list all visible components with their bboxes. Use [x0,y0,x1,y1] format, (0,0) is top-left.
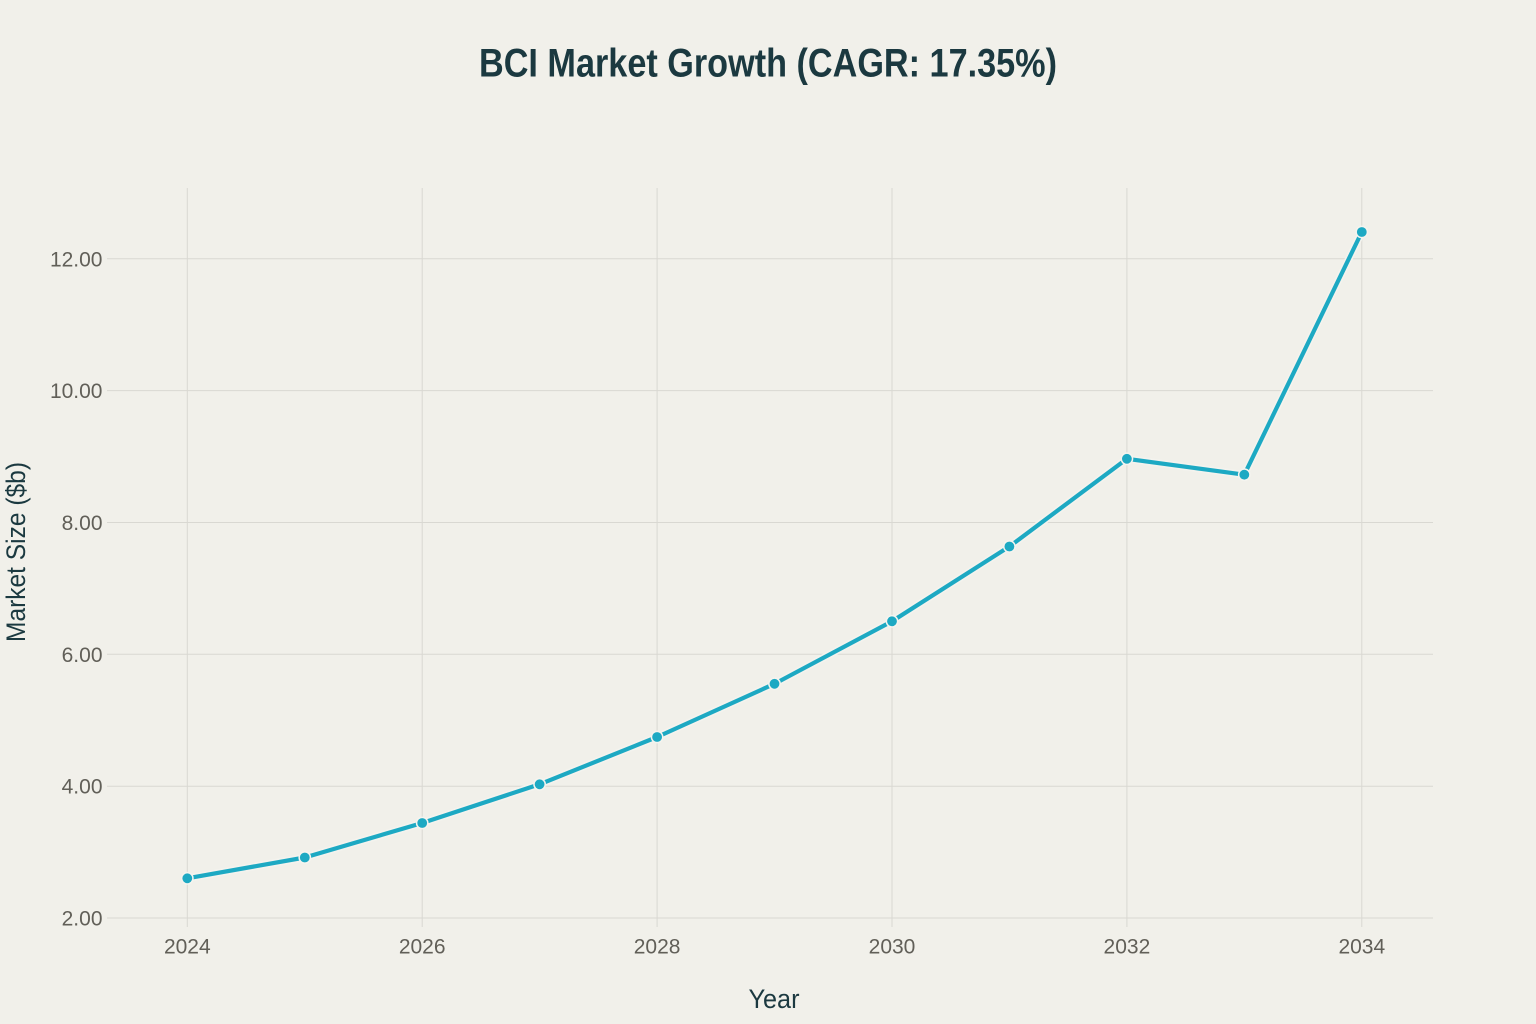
svg-text:2030: 2030 [869,936,916,959]
svg-text:2034: 2034 [1338,936,1385,959]
svg-text:8.00: 8.00 [62,512,103,535]
svg-text:Market Size ($b): Market Size ($b) [1,462,31,642]
svg-text:4.00: 4.00 [62,776,103,799]
svg-text:2028: 2028 [634,936,681,959]
svg-text:Year: Year [749,984,800,1014]
svg-text:2024: 2024 [164,936,211,959]
svg-text:2.00: 2.00 [62,908,103,931]
svg-text:2032: 2032 [1104,936,1151,959]
svg-text:2026: 2026 [399,936,446,959]
svg-text:10.00: 10.00 [50,380,103,403]
svg-text:12.00: 12.00 [50,248,103,271]
svg-text:BCI Market Growth (CAGR: 17.35: BCI Market Growth (CAGR: 17.35%) [479,42,1057,86]
svg-text:6.00: 6.00 [62,644,103,667]
